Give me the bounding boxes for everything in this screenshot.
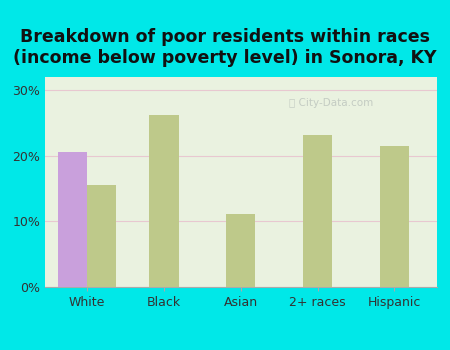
Text: ⓒ City-Data.com: ⓒ City-Data.com xyxy=(288,98,373,108)
Bar xyxy=(87,185,117,287)
Bar xyxy=(303,135,332,287)
Bar xyxy=(149,115,179,287)
Bar xyxy=(380,146,409,287)
Text: Breakdown of poor residents within races
(income below poverty level) in Sonora,: Breakdown of poor residents within races… xyxy=(13,28,437,67)
Bar xyxy=(226,214,255,287)
Bar xyxy=(58,153,87,287)
